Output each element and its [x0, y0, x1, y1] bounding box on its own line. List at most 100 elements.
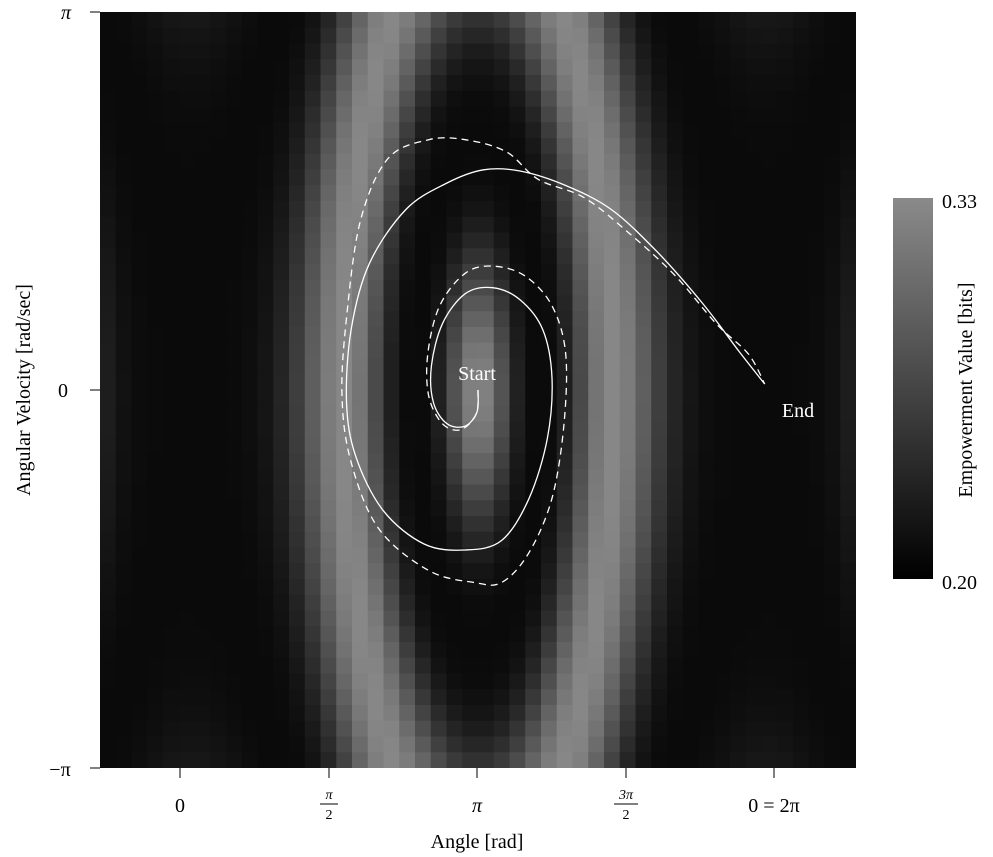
heatmap-cell	[163, 295, 180, 312]
heatmap-cell	[304, 453, 322, 470]
heatmap-cell	[226, 59, 243, 76]
heatmap-cell	[415, 169, 432, 186]
heatmap-cell	[399, 295, 416, 312]
heatmap-cell	[493, 12, 511, 29]
heatmap-cell	[824, 705, 841, 722]
heatmap-cell	[619, 689, 637, 706]
heatmap-cell	[588, 185, 605, 202]
heatmap-cell	[320, 169, 337, 186]
heatmap-cell	[273, 720, 290, 738]
heatmap-cell	[210, 153, 227, 171]
heatmap-cell	[289, 720, 306, 738]
heatmap-cell	[367, 374, 385, 391]
heatmap-cell	[651, 138, 668, 155]
heatmap-cell	[304, 153, 322, 171]
heatmap-cell	[194, 390, 211, 407]
heatmap-cell	[304, 657, 322, 675]
heatmap-cell	[635, 642, 652, 659]
heatmap-cell	[745, 673, 763, 690]
heatmap-cell	[462, 579, 479, 596]
heatmap-cell	[257, 295, 274, 312]
heatmap-cell	[840, 626, 856, 643]
heatmap-cell	[100, 720, 117, 738]
heatmap-cell	[383, 122, 400, 139]
heatmap-cell	[619, 720, 637, 738]
heatmap-cell	[604, 594, 621, 612]
heatmap-cell	[761, 27, 778, 45]
heatmap-cell	[367, 75, 385, 92]
heatmap-cell	[115, 579, 133, 596]
heatmap-cell	[808, 106, 826, 123]
heatmap-cell	[588, 594, 605, 612]
heatmap-cell	[415, 12, 432, 29]
heatmap-cell	[273, 327, 290, 344]
heatmap-cell	[289, 437, 306, 454]
heatmap-cell	[824, 594, 841, 612]
heatmap-cell	[745, 705, 763, 722]
heatmap-cell	[745, 311, 763, 328]
heatmap-cell	[147, 27, 164, 45]
heatmap-cell	[415, 295, 432, 312]
heatmap-cell	[493, 169, 511, 186]
heatmap-cell	[478, 106, 495, 123]
heatmap-cell	[131, 201, 148, 218]
heatmap-cell	[304, 43, 322, 60]
heatmap-cell	[604, 185, 621, 202]
heatmap-cell	[415, 437, 432, 454]
heatmap-cell	[336, 122, 353, 139]
heatmap-cell	[383, 169, 400, 186]
heatmap-cell	[241, 437, 259, 454]
heatmap-cell	[178, 531, 196, 549]
heatmap-cell	[541, 736, 558, 753]
heatmap-cell	[604, 500, 621, 517]
heatmap-cell	[604, 232, 621, 249]
heatmap-cell	[462, 421, 479, 438]
heatmap-cell	[210, 752, 227, 768]
heatmap-cell	[399, 673, 416, 690]
heatmap-cell	[115, 201, 133, 218]
heatmap-cell	[604, 327, 621, 344]
heatmap-cell	[604, 106, 621, 123]
heatmap-cell	[541, 547, 558, 564]
heatmap-cell	[824, 248, 841, 265]
heatmap-cell	[556, 75, 574, 92]
heatmap-cell	[163, 59, 180, 76]
heatmap-cell	[556, 59, 574, 76]
heatmap-cell	[541, 122, 558, 139]
heatmap-cell	[588, 421, 605, 438]
heatmap-cell	[115, 720, 133, 738]
heatmap-cell	[257, 673, 274, 690]
heatmap-cell	[493, 610, 511, 627]
heatmap-cell	[714, 327, 731, 344]
heatmap-cell	[320, 311, 337, 328]
heatmap-cell	[415, 594, 432, 612]
heatmap-cell	[730, 75, 747, 92]
heatmap-cell	[304, 705, 322, 722]
heatmap-cell	[808, 500, 826, 517]
heatmap-cell	[556, 12, 574, 29]
heatmap-cell	[761, 547, 778, 564]
heatmap-cell	[604, 657, 621, 675]
heatmap-cell	[651, 610, 668, 627]
heatmap-cell	[178, 594, 196, 612]
heatmap-cell	[352, 468, 369, 486]
heatmap-cell	[273, 279, 290, 297]
heatmap-cell	[493, 547, 511, 564]
heatmap-cell	[383, 720, 400, 738]
heatmap-cell	[761, 563, 778, 580]
heatmap-cell	[367, 421, 385, 438]
heatmap-cell	[336, 106, 353, 123]
heatmap-cell	[100, 279, 117, 297]
heatmap-cell	[462, 516, 479, 533]
heatmap-cell	[572, 453, 589, 470]
heatmap-cell	[257, 138, 274, 155]
heatmap-cell	[210, 122, 227, 139]
heatmap-cell	[241, 531, 259, 549]
heatmap-cell	[541, 358, 558, 375]
heatmap-cell	[682, 153, 700, 171]
heatmap-cell	[210, 563, 227, 580]
heatmap-cell	[430, 169, 448, 186]
heatmap-cell	[241, 579, 259, 596]
heatmap-cell	[588, 248, 605, 265]
heatmap-cell	[493, 468, 511, 486]
